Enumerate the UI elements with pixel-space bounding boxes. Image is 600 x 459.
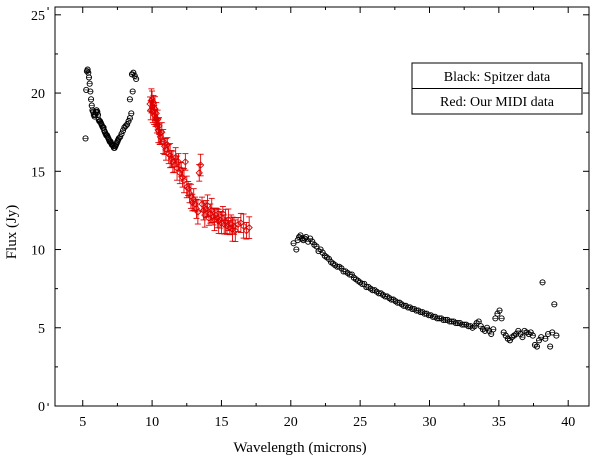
spitzer-point	[307, 235, 314, 242]
spitzer-point	[529, 332, 536, 339]
midi-point	[245, 216, 253, 239]
spitzer-point	[126, 96, 133, 103]
spitzer-point	[88, 96, 95, 103]
midi-point	[162, 138, 170, 161]
y-tick-label: 10	[31, 244, 45, 259]
midi-point	[234, 217, 242, 232]
spitzer-point	[553, 332, 560, 339]
midi-point	[219, 206, 227, 222]
x-tick-label: 25	[353, 415, 367, 430]
spitzer-point	[325, 255, 332, 262]
spitzer-point	[317, 246, 324, 253]
legend: Black: Spitzer data Red: Our MIDI data	[411, 62, 583, 115]
y-tick-label: 5	[38, 322, 45, 337]
midi-point	[166, 143, 174, 169]
y-tick-label: 0	[38, 400, 45, 415]
y-tick-label: 25	[31, 9, 45, 24]
spitzer-point	[125, 118, 132, 125]
spitzer-point	[130, 69, 137, 76]
x-tick-label: 20	[284, 415, 298, 430]
y-tick-label: 15	[31, 165, 45, 180]
spitzer-point	[519, 334, 526, 341]
spitzer-point	[290, 240, 297, 247]
legend-entry-spitzer: Black: Spitzer data	[444, 70, 551, 85]
spitzer-point	[115, 135, 122, 142]
plot-frame	[54, 6, 590, 407]
spitzer-point	[309, 238, 316, 245]
midi-point	[170, 157, 178, 173]
spitzer-point	[348, 271, 355, 278]
spitzer-point	[129, 88, 136, 95]
x-axis-title: Wavelength (microns)	[233, 440, 366, 456]
spitzer-point	[297, 232, 304, 239]
midi-point	[181, 153, 190, 171]
spitzer-point	[82, 135, 89, 142]
x-tick-label: 5	[79, 415, 86, 430]
spitzer-point	[118, 130, 125, 137]
spitzer-point	[293, 246, 300, 253]
midi-point	[210, 208, 219, 232]
spitzer-point	[94, 108, 101, 115]
x-tick-label: 35	[492, 415, 506, 430]
spitzer-point	[338, 265, 345, 272]
spitzer-point	[536, 337, 543, 344]
spitzer-point	[498, 315, 505, 322]
spitzer-point	[85, 74, 93, 81]
spitzer-point	[361, 280, 368, 288]
midi-point	[195, 164, 203, 182]
midi-point	[231, 219, 239, 242]
spitzer-point	[471, 323, 478, 330]
spitzer-point	[87, 88, 94, 95]
x-tick-label: 30	[422, 415, 436, 430]
spitzer-point	[122, 122, 129, 129]
spitzer-point	[86, 80, 93, 87]
midi-point	[192, 198, 201, 219]
midi-point	[239, 213, 248, 239]
midi-point	[176, 161, 184, 185]
spitzer-point	[131, 72, 138, 79]
midi-point	[169, 150, 177, 174]
spitzer-point	[502, 332, 509, 339]
spitzer-point	[84, 66, 91, 73]
spitzer-point	[124, 121, 131, 128]
spitzer-point	[542, 335, 549, 342]
spitzer-point	[500, 329, 507, 336]
spitzer-point	[549, 329, 556, 336]
x-tick-label: 15	[214, 415, 228, 430]
spitzer-point	[551, 301, 558, 308]
spitzer-point	[117, 133, 124, 140]
y-tick-label: 20	[31, 87, 45, 102]
spitzer-point	[517, 330, 524, 338]
spitzer-point	[527, 329, 534, 336]
spitzer-point	[533, 343, 541, 350]
midi-point	[180, 168, 188, 194]
spitzer-point	[490, 326, 497, 333]
spitzer-point	[128, 110, 135, 117]
midi-point	[196, 153, 205, 177]
spitzer-point	[506, 337, 513, 344]
spitzer-point	[319, 249, 326, 256]
spitzer-point	[133, 75, 140, 83]
spitzer-point	[484, 324, 491, 331]
x-tick-label: 40	[561, 415, 575, 430]
midi-series	[146, 88, 253, 242]
legend-entry-midi: Red: Our MIDI data	[440, 95, 555, 110]
spitzer-point	[539, 279, 546, 286]
spitzer-point	[477, 323, 484, 330]
spitzer-point	[547, 343, 554, 350]
midi-point	[237, 212, 245, 233]
y-axis-title: Flux (Jy)	[4, 205, 20, 260]
spitzer-point	[496, 307, 503, 314]
midi-point	[148, 90, 156, 109]
spitzer-point	[515, 327, 522, 334]
spitzer-series	[82, 66, 560, 350]
x-tick-label: 10	[145, 415, 159, 430]
spitzer-point	[119, 127, 127, 134]
spitzer-point	[494, 310, 501, 317]
